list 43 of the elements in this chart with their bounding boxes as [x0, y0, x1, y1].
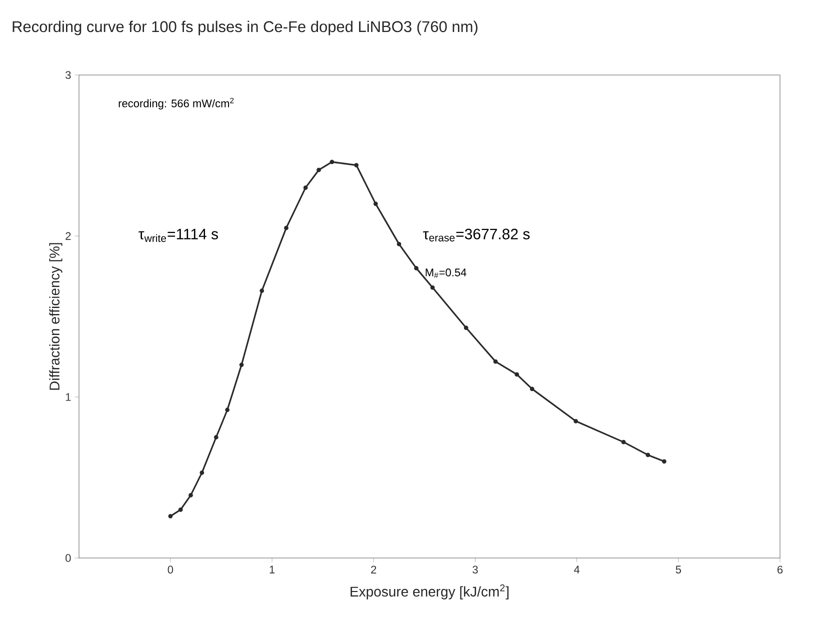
point	[621, 440, 626, 444]
chart-title: Recording curve for 100 fs pulses in Ce-Fe doped LiNBO3 (760 nm)	[12, 20, 478, 36]
point	[200, 470, 204, 475]
y-axis-title: Diffraction efficiency [%]	[49, 243, 62, 390]
x-tick-label: 4	[574, 566, 580, 574]
point	[284, 226, 288, 230]
point	[574, 418, 578, 424]
point	[214, 435, 218, 440]
x-tick-label: 6	[778, 566, 783, 574]
x-tick-label: 1	[270, 566, 275, 574]
point	[414, 266, 418, 270]
point	[168, 514, 173, 518]
point	[354, 162, 359, 168]
annotation: τ$_{write}$=1114 s	[138, 228, 218, 242]
point	[430, 285, 435, 290]
point	[188, 493, 193, 498]
y-tick-label: 3	[66, 71, 71, 79]
point	[330, 160, 334, 164]
point	[646, 452, 650, 458]
point	[493, 359, 498, 364]
point	[530, 386, 534, 392]
point	[239, 362, 244, 367]
point	[662, 459, 666, 464]
point	[373, 202, 378, 206]
point	[464, 326, 468, 330]
point	[514, 372, 520, 377]
annotation: M$_{#}$=0.54	[426, 268, 466, 278]
y-tick-label: 2	[66, 232, 71, 240]
x-tick-label: 5	[676, 566, 682, 574]
point	[178, 508, 183, 512]
annotation: τ$_{erase}$=3677.82 s	[423, 228, 530, 242]
y-tick-label: 0	[66, 554, 71, 562]
x-tick-label: 0	[168, 566, 174, 574]
x-tick-label: 2	[371, 566, 376, 574]
point	[316, 168, 321, 172]
point	[260, 288, 264, 293]
y-tick-label: 1	[66, 393, 71, 401]
x-tick-label: 3	[472, 566, 478, 574]
x-axis-title: Exposure energy [kJ/cm$^{2}$]	[350, 584, 509, 600]
point	[303, 186, 308, 190]
point	[225, 408, 230, 412]
annotation: recording: 566 mW/cm$^{2}$	[118, 98, 234, 110]
point	[396, 242, 402, 246]
